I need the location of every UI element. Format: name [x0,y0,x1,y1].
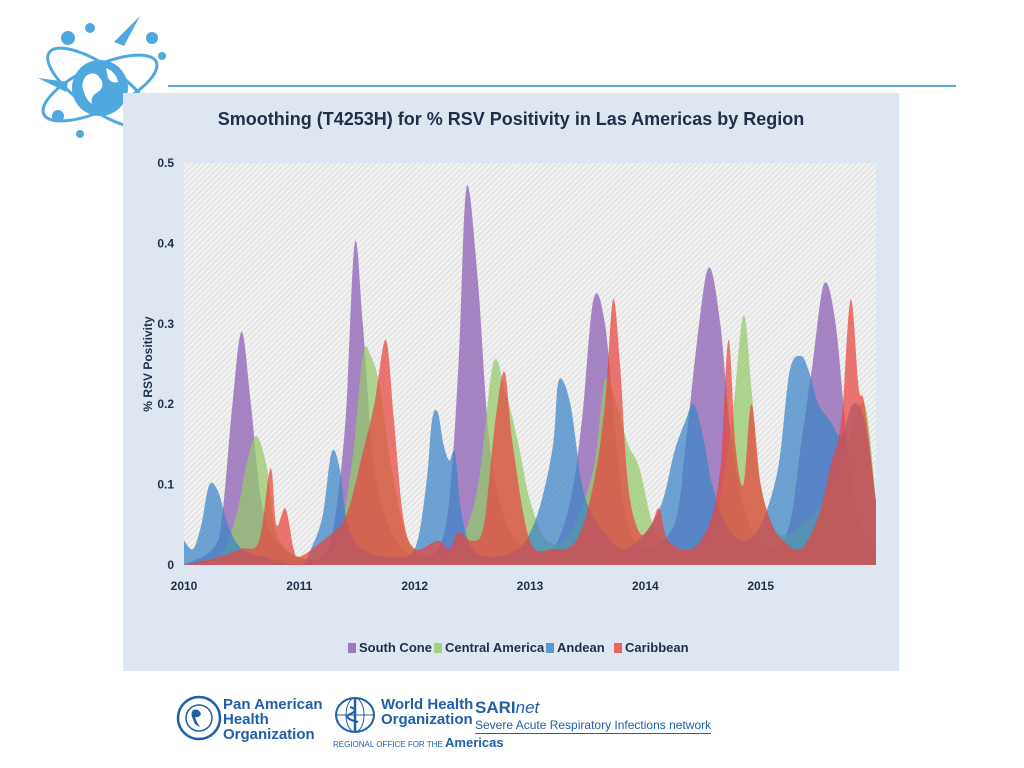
y-tick-label: 0.2 [157,397,174,411]
y-axis-label: % RSV Positivity [141,316,155,412]
y-tick-label: 0 [167,558,174,572]
legend-swatch [614,643,622,653]
paho-name: Pan American Health Organization [223,696,323,743]
who-emblem-icon [335,697,375,733]
sarinet-subtitle: Severe Acute Respiratory Infections netw… [475,718,712,732]
area-andean [184,355,876,565]
legend-label: South Cone [359,640,432,655]
x-tick-label: 2015 [747,579,774,593]
legend-item: Andean [546,640,605,655]
x-tick-label: 2011 [286,579,312,593]
area-caribbean [184,298,876,565]
legend-label: Andean [557,640,605,655]
legend-item: Caribbean [614,640,689,655]
x-tick-label: 2012 [401,579,428,593]
legend-swatch [434,643,442,653]
sarinet-name: SARInet [475,698,540,717]
chart-panel: Smoothing (T4253H) for % RSV Positivity … [123,93,899,671]
x-tick-label: 2014 [632,579,659,593]
who-name: World Health Organization [381,696,474,728]
who-regional: REGIONAL OFFICE FOR THE Americas [333,735,504,750]
y-tick-label: 0.3 [157,317,174,331]
legend-label: Central America [445,640,545,655]
y-tick-label: 0.4 [157,236,174,250]
legend-swatch [546,643,554,653]
legend-label: Caribbean [625,640,689,655]
legend-swatch [348,643,356,653]
legend-item: South Cone [348,640,432,655]
rsv-area-chart: Smoothing (T4253H) for % RSV Positivity … [141,109,876,655]
sarinet-rule [475,733,711,734]
x-tick-label: 2013 [517,579,544,593]
x-tick-label: 2010 [171,579,198,593]
paho-emblem-icon [176,695,222,741]
y-tick-label: 0.5 [157,156,174,170]
y-tick-label: 0.1 [157,478,174,492]
chart-legend: South Cone Central America Andean Caribbean [348,640,689,655]
chart-title: Smoothing (T4253H) for % RSV Positivity … [218,109,804,129]
legend-item: Central America [434,640,545,655]
header-rule [168,85,956,87]
